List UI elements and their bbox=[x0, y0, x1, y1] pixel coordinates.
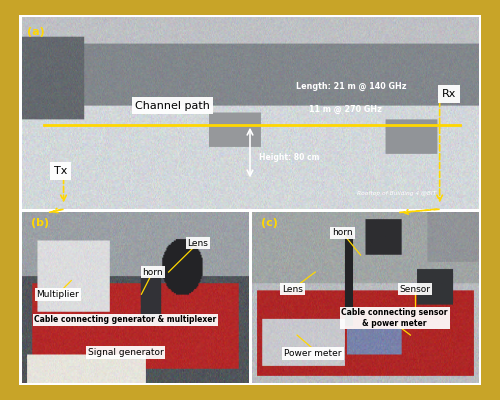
Text: 11 m @ 270 GHz: 11 m @ 270 GHz bbox=[310, 105, 382, 114]
Text: Height: 80 cm: Height: 80 cm bbox=[259, 153, 320, 162]
Text: Tx: Tx bbox=[54, 166, 67, 176]
Text: Channel path: Channel path bbox=[135, 100, 210, 110]
Text: Rooftop of Building 4 @BIT: Rooftop of Building 4 @BIT bbox=[356, 191, 436, 196]
Text: Power meter: Power meter bbox=[284, 349, 342, 358]
Text: horn: horn bbox=[142, 268, 163, 276]
Text: (c): (c) bbox=[261, 218, 278, 228]
Text: Multiplier: Multiplier bbox=[36, 290, 79, 299]
Text: Lens: Lens bbox=[188, 239, 208, 248]
Text: horn: horn bbox=[332, 228, 352, 237]
Text: Lens: Lens bbox=[282, 285, 303, 294]
Text: Rx: Rx bbox=[442, 89, 456, 99]
Text: Signal generator: Signal generator bbox=[88, 348, 164, 357]
Text: Cable connecting generator & multiplexer: Cable connecting generator & multiplexer bbox=[34, 315, 216, 324]
Text: Length: 21 m @ 140 GHz: Length: 21 m @ 140 GHz bbox=[296, 82, 406, 91]
Text: (a): (a) bbox=[27, 27, 44, 37]
Text: (b): (b) bbox=[30, 218, 48, 228]
Text: Cable connecting sensor
& power meter: Cable connecting sensor & power meter bbox=[342, 308, 448, 328]
Text: Sensor: Sensor bbox=[400, 285, 430, 294]
